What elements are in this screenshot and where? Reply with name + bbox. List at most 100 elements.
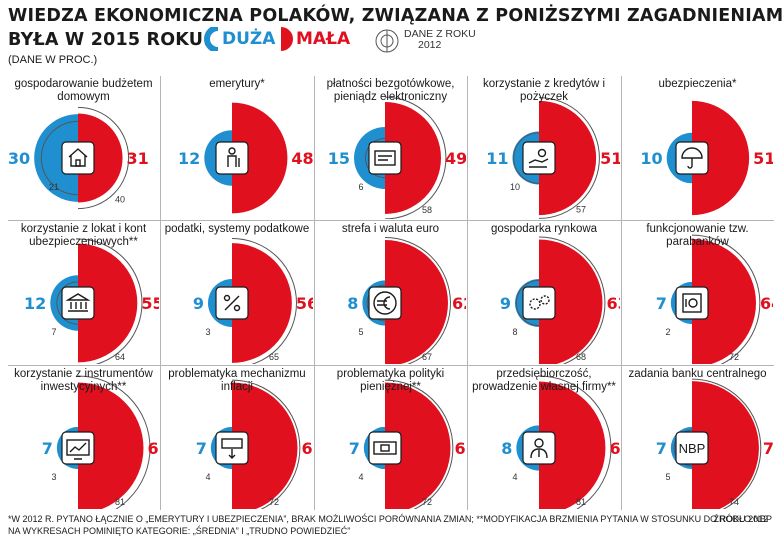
- half-circle-chart: 8 69 4 81: [501, 375, 620, 509]
- nbp-icon: NBP: [675, 431, 709, 465]
- mala-2012-value-label: 40: [115, 195, 125, 205]
- mala-2012-value-label: 64: [115, 352, 125, 362]
- mala-2015-half-disc: [692, 239, 756, 364]
- small-multiple-cell: 7 67 4 72 problematyka polityki pieniężnej**: [315, 366, 466, 509]
- mala-2015-half-disc: [538, 381, 605, 509]
- duza-value-label: 7: [656, 294, 667, 313]
- legend-label-2012-line2: 2012: [418, 39, 442, 51]
- small-multiple-cell: 7 67 4 72 problematyka mechanizmu inflacji: [162, 366, 313, 509]
- half-circle-chart: 12 55 7 64: [24, 238, 159, 364]
- category-label: emerytury*: [209, 78, 265, 90]
- bank-building-icon: [61, 286, 95, 320]
- chart-title-line2: BYŁA W 2015 ROKU:: [8, 30, 211, 50]
- mala-2012-value-label: 72: [268, 497, 278, 507]
- mala-value-label: 31: [127, 149, 149, 168]
- mala-2012-ring: [77, 238, 143, 364]
- hand-money-icon: [521, 141, 556, 175]
- small-multiple-cell: 9 63 8 68 gospodarka rynkowa: [469, 221, 620, 364]
- small-multiple-cell: 15 49 6 58 płatności bezgotówkowe, pieniądz …: [315, 76, 466, 219]
- duza-value-label: 10: [640, 149, 662, 168]
- half-circle-chart: 12 48: [178, 102, 313, 214]
- mala-2012-value-label: 67: [422, 352, 432, 362]
- duza-2012-ring: [364, 137, 386, 179]
- small-multiple-cell: 30 31 21 40 gospodarowanie budżetem domowym: [8, 76, 159, 219]
- mala-2012-value-label: 68: [575, 352, 585, 362]
- small-multiple-cell: 7 64 2 72 funkcjonowanie tzw. parabanków: [622, 221, 773, 364]
- duza-2012-value-label: 5: [358, 327, 363, 337]
- duza-2012-ring: [40, 120, 79, 196]
- mala-2015-half-disc: [538, 100, 596, 216]
- mala-2012-ring: [77, 106, 129, 210]
- half-circle-chart: 15 49 6 58: [328, 96, 466, 219]
- category-label: korzystanie z kredytów i pożyczek: [482, 78, 606, 103]
- mala-2012-value-label: 58: [422, 205, 432, 215]
- mala-value-label: 67: [454, 439, 466, 458]
- mala-2012-value-label: 81: [115, 497, 125, 507]
- duza-value-label: 15: [328, 149, 350, 168]
- duza-value-label: 9: [192, 294, 203, 313]
- mala-2015-half-disc: [692, 381, 759, 509]
- legend-item-duza: DUŻA: [204, 26, 275, 52]
- mala-2012-value-label: 72: [729, 352, 739, 362]
- duza-2015-half-disc: [34, 114, 78, 202]
- mala-2012-value-label: 81: [575, 497, 585, 507]
- mala-2012-ring: [231, 379, 300, 509]
- half-circle-chart: 7 64 2 72: [656, 234, 773, 364]
- mala-2015-half-disc: [385, 382, 451, 509]
- duza-value-label: 8: [347, 294, 358, 313]
- mala-value-label: 62: [452, 294, 466, 313]
- mala-value-label: 69: [609, 439, 620, 458]
- small-multiple-cell: 8 69 4 81 przedsiębiorczość, prowadzenie wła…: [469, 366, 620, 509]
- category-label: przedsiębiorczość, prowadzenie własnej f…: [472, 368, 616, 393]
- elderly-person-icon: [214, 141, 249, 175]
- legend-label-2012: DANE Z ROKU 2012: [404, 29, 494, 51]
- duza-2012-value-label: 4: [512, 472, 517, 482]
- half-circle-chart: 7 67 4 72: [349, 379, 466, 509]
- mala-value-label: 67: [301, 439, 313, 458]
- mala-2015-half-disc: [538, 239, 602, 364]
- category-label: zadania banku centralnego: [628, 368, 767, 380]
- mala-value-label: 56: [295, 294, 312, 313]
- small-multiples-grid: 30 31 21 40 gospodarowanie budżetem domowym 1…: [8, 76, 774, 512]
- mala-2012-value-label: 57: [575, 204, 585, 214]
- mala-2012-ring: [231, 238, 297, 364]
- duza-2012-value-label: 8: [512, 327, 517, 337]
- duza-value-label: 30: [8, 149, 30, 168]
- grid-divider-vertical: [160, 76, 161, 510]
- duza-value-label: 8: [501, 439, 512, 458]
- small-multiple-cell: 12 55 7 64 korzystanie z lokat i kont ubezpi…: [8, 221, 159, 364]
- duza-value-label: 7: [42, 439, 53, 458]
- footnote-2: NA WYKRESACH POMINIĘTO KATEGORIE: „ŚREDN…: [8, 526, 351, 536]
- mala-2012-ring: [538, 236, 605, 364]
- duza-value-label: 11: [486, 149, 508, 168]
- nbp-icon-text: NBP: [679, 441, 706, 456]
- mala-value-label: 64: [760, 294, 773, 313]
- category-label: strefa i waluta euro: [341, 223, 440, 235]
- chart-title-line1: WIEDZA EKONOMICZNA POLAKÓW, ZWIĄZANA Z P…: [8, 6, 784, 26]
- duza-2012-value-label: 21: [49, 182, 59, 192]
- mala-2015-half-disc: [78, 113, 123, 203]
- half-circle-chart: 7 67 4 72: [195, 379, 313, 509]
- umbrella-icon: [675, 141, 709, 175]
- house-icon: [61, 141, 95, 175]
- mala-2012-value-label: 74: [729, 497, 739, 507]
- mala-2012-value-label: 65: [268, 352, 278, 362]
- legend-label-mala: MAŁA: [296, 29, 351, 49]
- footnote-1: *W 2012 R. PYTANO ŁĄCZNIE O „EMERYTURY I…: [8, 514, 769, 524]
- duza-value-label: 7: [656, 439, 667, 458]
- duza-2012-value-label: 6: [358, 182, 363, 192]
- duza-2012-value-label: 7: [51, 327, 56, 337]
- mala-2012-ring: [384, 379, 454, 509]
- grid-divider-horizontal: [8, 220, 774, 221]
- legend-label-2012-line1: DANE Z ROKU: [404, 28, 476, 40]
- grid-divider-vertical: [313, 76, 315, 510]
- mala-value-label: 49: [445, 149, 466, 168]
- mala-2012-value-label: 72: [422, 497, 432, 507]
- mala-2015-half-disc: [231, 382, 297, 509]
- small-multiple-cell: 7 67 3 81 korzystanie z instrumentów inwesty…: [8, 366, 159, 509]
- legend-2012-rings-icon: [375, 29, 399, 53]
- chart-subtitle: (DANE W PROC.): [8, 54, 98, 66]
- half-circle-chart: 10 51: [640, 100, 773, 216]
- category-label: korzystanie z lokat i kont ubezpieczenio…: [20, 223, 147, 248]
- source-label: ŹRÓDŁO:NBP: [713, 514, 772, 524]
